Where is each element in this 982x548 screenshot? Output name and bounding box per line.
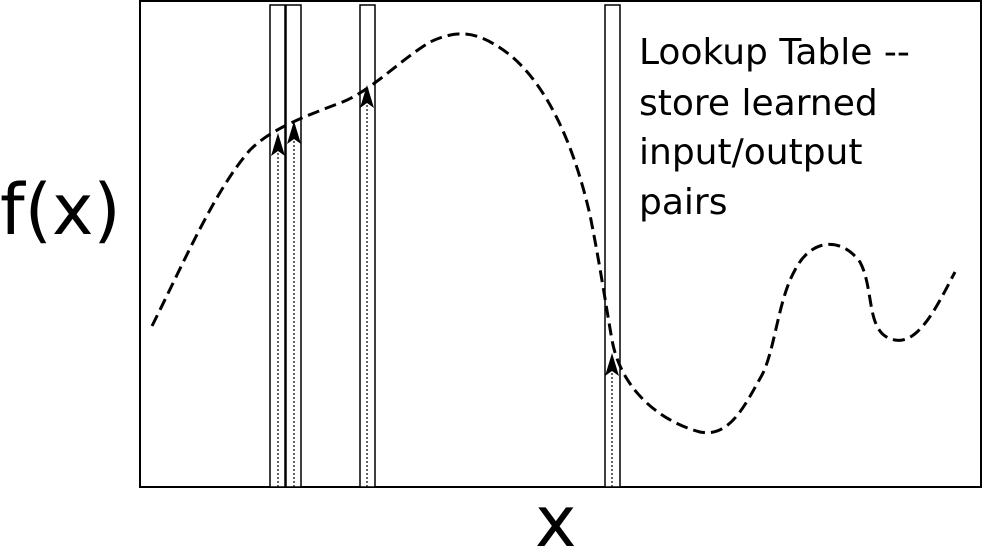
arrow-head-3 (360, 85, 374, 108)
arrow-head-1 (271, 133, 285, 156)
y-axis-label: f(x) (0, 169, 121, 251)
plot-frame (139, 0, 982, 488)
note-line-4: pairs (639, 182, 727, 223)
lookup-table-note: Lookup Table -- store learned input/outp… (639, 32, 921, 223)
arrow-head-4 (605, 353, 619, 376)
function-curve (150, 32, 957, 435)
note-line-2: store learned (639, 83, 878, 124)
x-axis-label: x (535, 481, 576, 548)
note-line-1: Lookup Table -- (639, 32, 910, 73)
note-line-3: input/output (639, 132, 862, 173)
lookup-arrows (271, 85, 619, 487)
arrow-head-2 (287, 121, 301, 144)
